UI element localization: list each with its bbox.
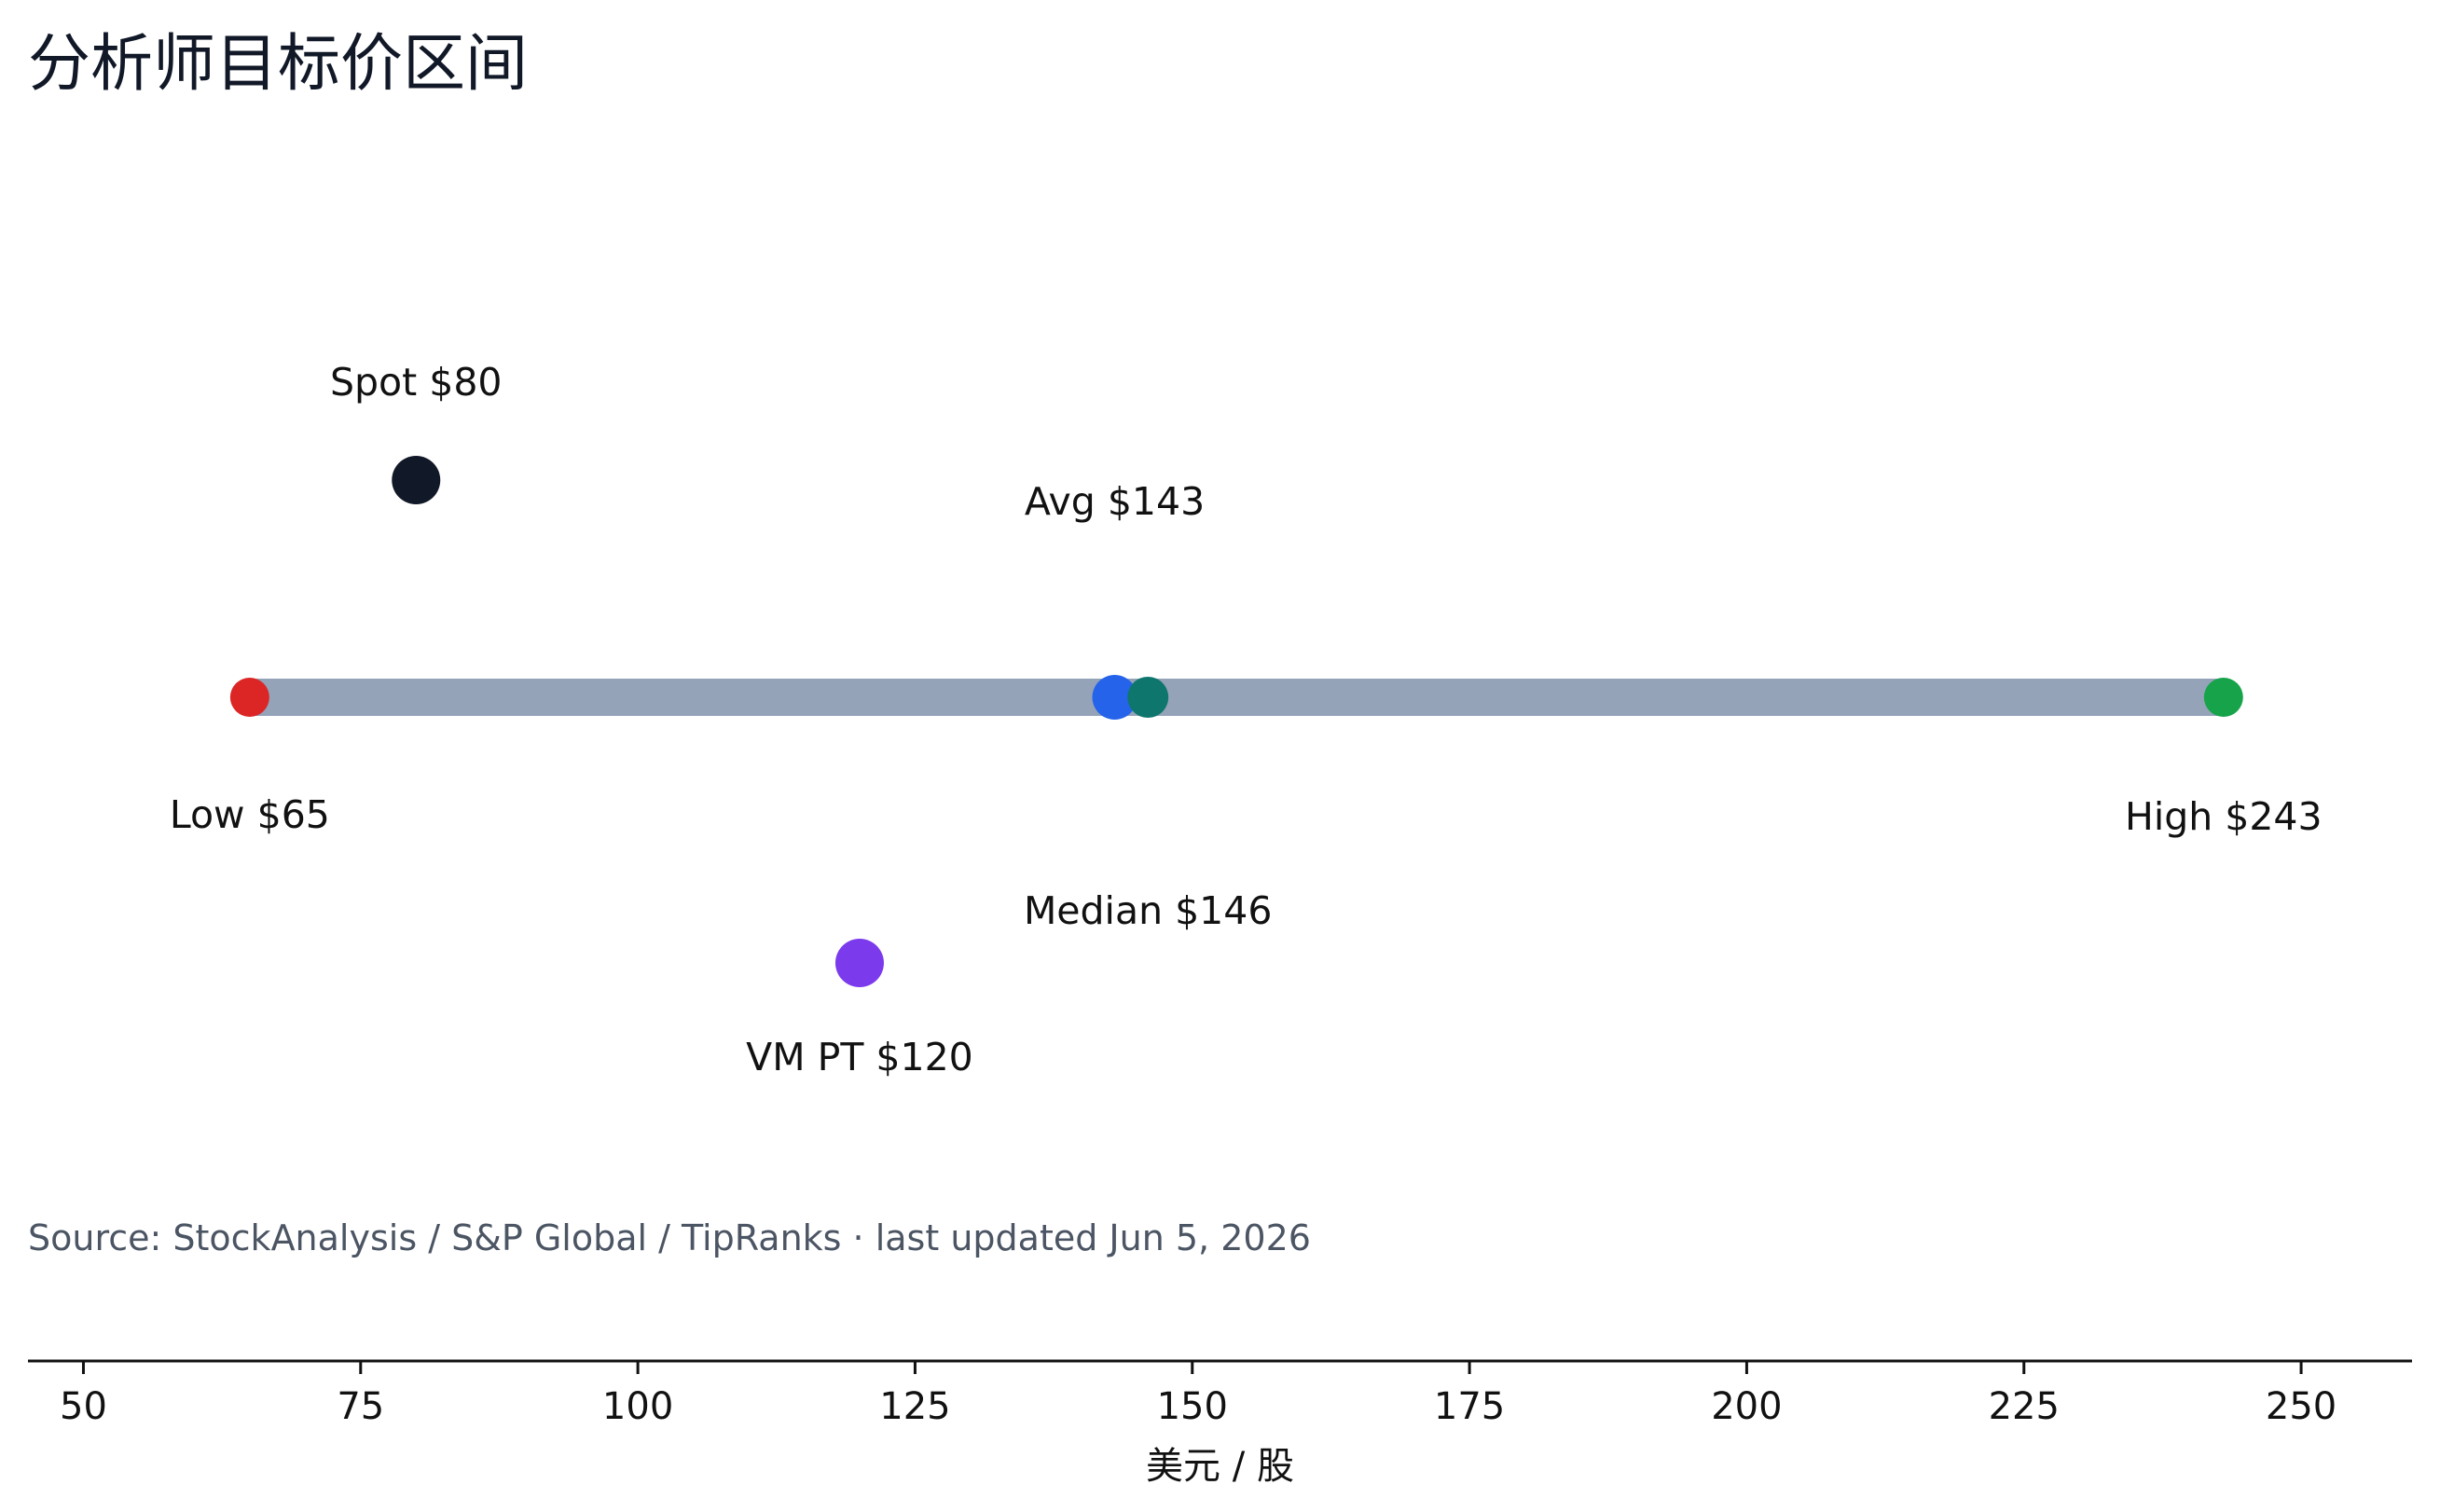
x-tick-label: 125: [879, 1385, 950, 1428]
x-tick-label: 100: [602, 1385, 673, 1428]
point-avg: [1092, 675, 1137, 720]
x-tick-label: 150: [1157, 1385, 1228, 1428]
x-tick-label: 50: [60, 1385, 107, 1428]
point-high: [2203, 678, 2243, 717]
labels-layer: Low $65 High $243 Avg $143 Median $146 Spot …: [170, 360, 2323, 1079]
points-layer: [229, 456, 2243, 987]
label-avg: Avg $143: [1025, 479, 1205, 524]
x-axis-label: 美元 / 股: [1146, 1445, 1294, 1488]
x-tick-label: 225: [1989, 1385, 2060, 1428]
label-spot: Spot $80: [330, 360, 503, 405]
point-median: [1127, 677, 1169, 718]
label-vm-pt: VM PT $120: [746, 1035, 973, 1079]
x-tick-label: 200: [1711, 1385, 1782, 1428]
label-median: Median $146: [1024, 888, 1273, 933]
point-low: [229, 678, 269, 717]
x-tick-label: 75: [337, 1385, 384, 1428]
point-vm-pt: [834, 939, 884, 987]
chart-source: Source: StockAnalysis / S&P Global / Tip…: [28, 1217, 1311, 1258]
x-axis: 50 75 100 125 150 175 200 225 250 美元 / 股: [28, 1359, 2412, 1488]
x-axis-ticks: 50 75 100 125 150 175 200 225 250: [60, 1361, 2337, 1428]
chart-title: 分析师目标价区间: [28, 27, 528, 100]
x-tick-label: 250: [2266, 1385, 2337, 1428]
label-low: Low $65: [170, 792, 330, 837]
point-spot: [392, 456, 441, 504]
x-tick-label: 175: [1434, 1385, 1505, 1428]
label-high: High $243: [2125, 794, 2323, 839]
